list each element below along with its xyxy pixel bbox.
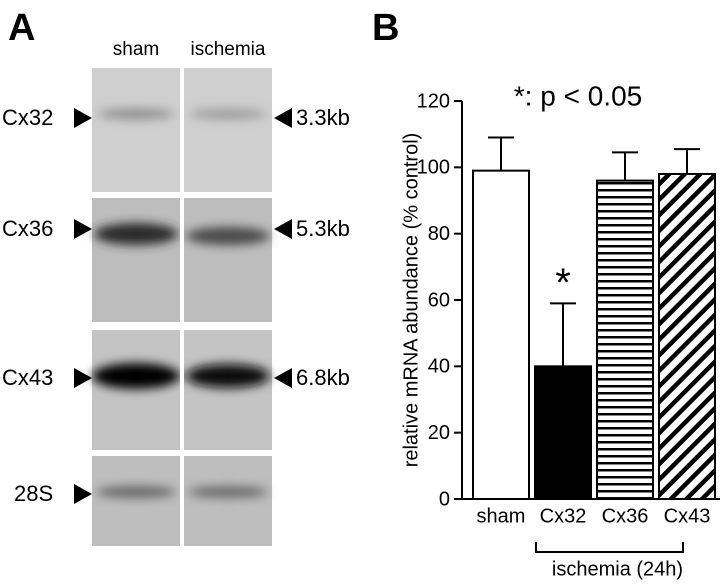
y-tick-label: 0 (439, 488, 450, 510)
row-label: Cx36 (2, 216, 53, 241)
x-tick-label: sham (477, 505, 526, 527)
group-bracket (535, 542, 684, 553)
row-label: Cx32 (2, 105, 53, 130)
bar (658, 172, 716, 500)
y-tick-label: 100 (417, 157, 450, 179)
y-tick-label: 80 (428, 223, 450, 245)
bar (534, 365, 592, 501)
lane-label: sham (113, 39, 159, 60)
size-label: 5.3kb (296, 216, 350, 241)
panel-label: A (8, 7, 35, 49)
size-label: 6.8kb (296, 365, 350, 390)
blot (88, 60, 278, 550)
y-tick-label: 60 (428, 289, 450, 311)
bar (596, 179, 654, 500)
arrows (74, 108, 292, 504)
row-label: 28S (14, 481, 53, 506)
annotation: *: p < 0.05 (514, 80, 642, 111)
x-tick-label: Cx36 (602, 505, 649, 527)
y-tick-label: 20 (428, 422, 450, 444)
significance-label: * (555, 261, 571, 305)
x-tick-label: Cx32 (540, 505, 587, 527)
row-label: Cx43 (2, 365, 53, 390)
panel-label: B (372, 7, 399, 49)
x-tick-label: Cx43 (664, 505, 711, 527)
y-axis-label: relative mRNA abundance (% control) (400, 133, 422, 468)
group-label: ischemia (24h) (552, 558, 683, 580)
bar (472, 169, 530, 500)
y-tick-label: 120 (417, 90, 450, 112)
size-label: 3.3kb (296, 105, 350, 130)
y-tick-label: 40 (428, 356, 450, 378)
lane-label: ischemia (191, 39, 266, 60)
